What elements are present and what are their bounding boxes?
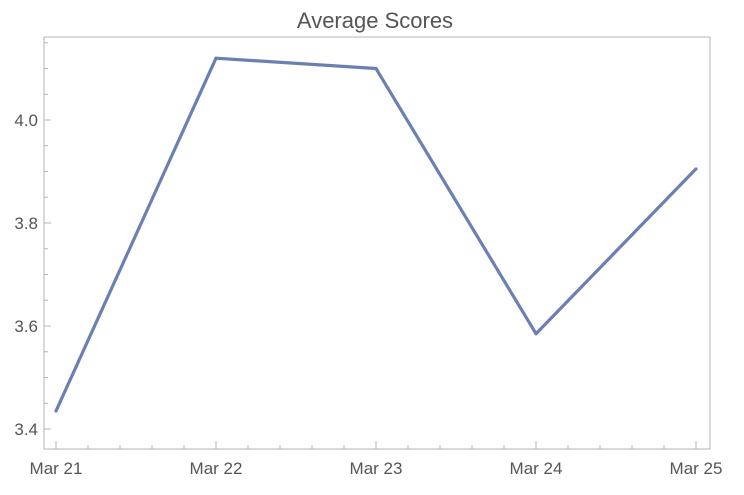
y-tick-label: 3.4 xyxy=(14,420,38,439)
x-tick-label: Mar 22 xyxy=(190,459,243,478)
axis-ticks xyxy=(44,42,697,449)
x-tick-label: Mar 24 xyxy=(510,459,563,478)
y-axis-tick-labels: 3.4 3.6 3.8 4.0 xyxy=(14,111,38,439)
data-point xyxy=(694,167,698,171)
series-group xyxy=(54,56,698,413)
x-axis-tick-labels: Mar 21 Mar 22 Mar 23 Mar 24 Mar 25 xyxy=(30,459,723,478)
x-tick-label: Mar 25 xyxy=(670,459,723,478)
data-point xyxy=(54,409,58,413)
y-tick-label: 3.6 xyxy=(14,317,38,336)
x-tick-label: Mar 23 xyxy=(350,459,403,478)
data-point xyxy=(374,66,378,71)
data-point xyxy=(214,56,218,60)
chart-title: Average Scores xyxy=(297,8,453,33)
series-line xyxy=(54,56,698,412)
data-point xyxy=(534,332,538,336)
y-tick-label: 3.8 xyxy=(14,214,38,233)
y-tick-label: 4.0 xyxy=(14,111,38,130)
plot-frame xyxy=(43,36,711,450)
x-tick-label: Mar 21 xyxy=(30,459,83,478)
